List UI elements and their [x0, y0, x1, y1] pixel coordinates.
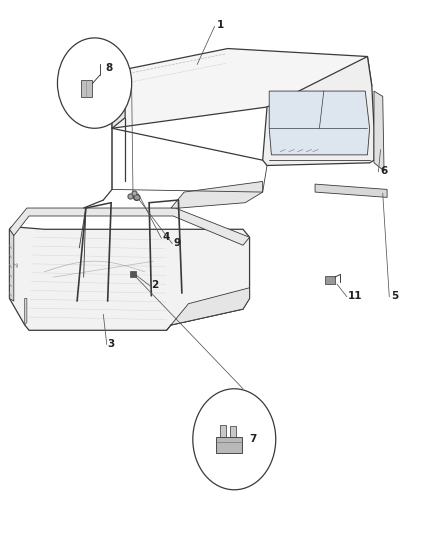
Polygon shape: [171, 288, 250, 325]
Polygon shape: [230, 426, 236, 437]
Polygon shape: [112, 49, 372, 128]
Text: 1: 1: [217, 20, 224, 30]
Polygon shape: [25, 298, 27, 325]
Text: 6: 6: [381, 166, 388, 176]
Polygon shape: [220, 425, 226, 437]
Polygon shape: [263, 56, 374, 165]
Polygon shape: [10, 227, 250, 330]
Circle shape: [193, 389, 276, 490]
Text: 7: 7: [250, 434, 257, 445]
Text: 9: 9: [173, 238, 180, 247]
Text: 4: 4: [162, 232, 170, 243]
Polygon shape: [81, 80, 92, 98]
Polygon shape: [215, 437, 242, 453]
Polygon shape: [269, 91, 370, 155]
Polygon shape: [315, 184, 387, 197]
Circle shape: [57, 38, 132, 128]
Text: 2: 2: [151, 280, 159, 290]
Polygon shape: [112, 70, 125, 128]
Polygon shape: [171, 181, 263, 208]
Text: 11: 11: [348, 290, 362, 301]
Polygon shape: [325, 276, 335, 284]
Text: 3: 3: [108, 338, 115, 349]
Text: 8: 8: [106, 63, 113, 73]
Polygon shape: [374, 91, 384, 171]
Text: h): h): [12, 263, 19, 268]
Text: 5: 5: [392, 290, 399, 301]
Polygon shape: [10, 229, 14, 301]
Polygon shape: [10, 208, 250, 245]
